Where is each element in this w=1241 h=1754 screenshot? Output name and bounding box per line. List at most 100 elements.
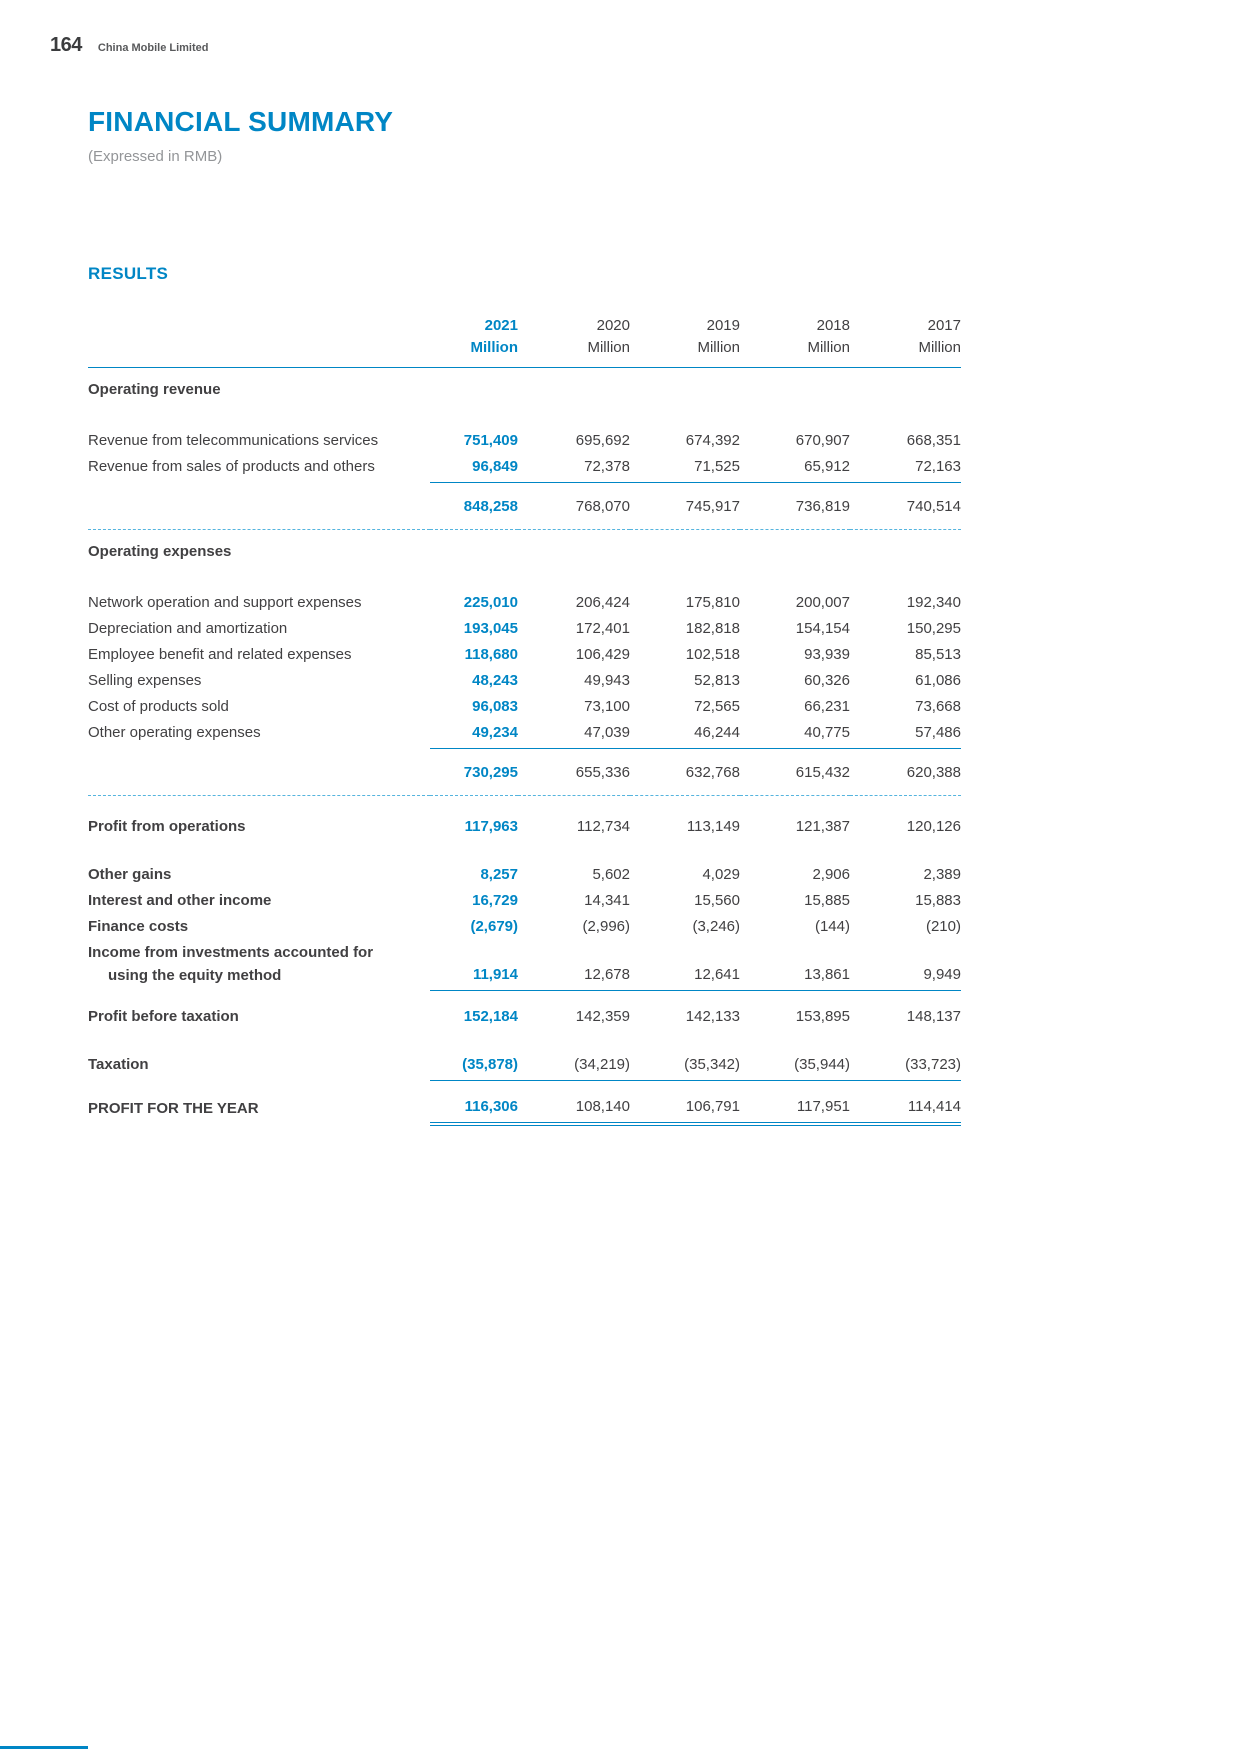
cell-2021: 96,083 (472, 697, 518, 715)
cell-2021: 11,914 (430, 961, 518, 991)
table-row: Other gains 8,257 5,602 4,029 2,906 2,389 (88, 840, 961, 888)
cell-2020: 142,359 (575, 1008, 630, 1025)
section-heading-results: RESULTS (88, 264, 169, 283)
row-label: Taxation (88, 1056, 149, 1073)
cell-2019: (3,246) (692, 917, 740, 935)
cell-2021: 116,306 (430, 1080, 518, 1126)
table-row: PROFIT FOR THE YEAR 116,306 108,140 106,791… (88, 1080, 961, 1126)
cell-2017: 114,414 (850, 1080, 961, 1126)
cell-2020: 49,943 (584, 671, 630, 689)
cell-2017: 15,883 (915, 891, 961, 909)
table-row: Selling expenses 48,243 49,943 52,813 60,326… (88, 667, 961, 693)
cell-2018: 153,895 (795, 1008, 850, 1025)
cell-2020: 172,401 (575, 619, 630, 637)
table-header-row: 2021 Million 2020 Million 2019 Million 2… (88, 315, 961, 368)
cell-2018: 13,861 (740, 961, 850, 991)
year-label: 2020 (596, 317, 630, 334)
cell-2020: 108,140 (518, 1080, 630, 1126)
row-label: Profit from operations (88, 818, 246, 835)
cell-2017: (210) (925, 917, 961, 935)
cell-2019: 52,813 (694, 671, 740, 689)
cell-2018: 670,907 (795, 431, 850, 449)
title-block: FINANCIAL SUMMARY (Expressed in RMB) (88, 106, 393, 165)
cell-2020: 73,100 (584, 697, 630, 715)
cell-2021: 48,243 (472, 671, 518, 689)
row-label: using the equity method (108, 966, 282, 984)
cell-2021: 117,963 (464, 818, 518, 835)
table-row: 730,295 655,336 632,768 615,432 620,388 (88, 748, 961, 787)
cell-2018: 615,432 (795, 763, 850, 781)
unit-label: Million (587, 339, 630, 356)
table-row: Revenue from telecommunications services… (88, 427, 961, 453)
cell-2019: 4,029 (702, 865, 740, 883)
row-label: Other gains (88, 865, 172, 883)
cell-2018: 66,231 (804, 697, 850, 715)
cell-2017: 740,514 (906, 497, 961, 515)
cell-2019: 72,565 (694, 697, 740, 715)
cell-2021: 225,010 (463, 593, 518, 611)
cell-2019: 12,641 (630, 961, 740, 991)
running-header: 164 China Mobile Limited (50, 34, 209, 57)
table-row: Employee benefit and related expenses 118… (88, 641, 961, 667)
row-label: Other operating expenses (88, 724, 261, 741)
cell-2018: 60,326 (804, 671, 850, 689)
cell-2017: (33,723) (850, 1029, 961, 1081)
cell-2019: 71,525 (630, 453, 740, 483)
column-header-2017: 2017 Million (850, 315, 961, 368)
cell-2019: 15,560 (694, 891, 740, 909)
cell-2017: 57,486 (850, 719, 961, 749)
table-row: Operating revenue (88, 368, 961, 428)
cell-2017: 72,163 (850, 453, 961, 483)
cell-2017: 9,949 (850, 961, 961, 991)
unit-label: Million (470, 339, 519, 356)
cell-2018: 65,912 (740, 453, 850, 483)
dashed-rule (88, 786, 961, 796)
page-number: 164 (50, 34, 82, 56)
financial-summary-table-wrap: 2021 Million 2020 Million 2019 Million 2… (88, 315, 961, 1126)
table-row: Network operation and support expenses 22… (88, 589, 961, 615)
column-header-2020: 2020 Million (518, 315, 630, 368)
cell-2021: (2,679) (470, 917, 518, 935)
cell-2021: 8,257 (480, 865, 518, 883)
year-label: 2019 (706, 317, 740, 334)
cell-2018: 736,819 (795, 497, 850, 515)
cell-2020: 112,734 (576, 818, 630, 835)
table-row: Income from investments accounted for (88, 939, 961, 962)
column-header-2018: 2018 Million (740, 315, 850, 368)
cell-2021: 193,045 (463, 619, 518, 637)
cell-2020: 106,429 (575, 645, 630, 663)
row-label (88, 482, 430, 521)
cell-2021: 96,849 (430, 453, 518, 483)
cell-2019: 745,917 (685, 497, 740, 515)
cell-2020: 655,336 (575, 763, 630, 781)
table-row: Taxation (35,878) (34,219) (35,342) (35,944)… (88, 1029, 961, 1081)
cell-2017: 2,389 (923, 865, 961, 883)
row-label: Finance costs (88, 917, 189, 935)
row-label: Operating expenses (88, 543, 232, 560)
page-title: FINANCIAL SUMMARY (88, 106, 394, 137)
page-subtitle: (Expressed in RMB) (88, 148, 223, 165)
dashed-rule (88, 520, 961, 530)
row-label: PROFIT FOR THE YEAR (88, 1099, 259, 1117)
row-label: Depreciation and amortization (88, 619, 288, 637)
row-label: Income from investments accounted for (88, 943, 374, 961)
cell-2017: 120,126 (906, 818, 961, 835)
table-row: Other operating expenses 49,234 47,039 46,2… (88, 719, 961, 749)
cell-2019: 175,810 (685, 593, 740, 611)
cell-2017: 61,086 (915, 671, 961, 689)
year-label: 2018 (816, 317, 850, 334)
header-spacer (88, 315, 430, 368)
table-row: Interest and other income 16,729 14,341 15,… (88, 887, 961, 913)
financial-summary-table: 2021 Million 2020 Million 2019 Million 2… (88, 315, 961, 1126)
cell-2018: 40,775 (740, 719, 850, 749)
cell-2017: 73,668 (915, 697, 961, 715)
table-row: Profit before taxation 152,184 142,359 142,… (88, 991, 961, 1030)
cell-2020: (2,996) (582, 917, 630, 935)
cell-2021: 730,295 (463, 763, 518, 781)
table-row: using the equity method 11,914 12,678 12,64… (88, 961, 961, 991)
row-label: Interest and other income (88, 891, 272, 909)
row-label: Revenue from sales of products and other… (88, 458, 375, 475)
table-body: Operating revenue Revenue from telecommun… (88, 368, 961, 1126)
company-name: China Mobile Limited (97, 42, 209, 54)
